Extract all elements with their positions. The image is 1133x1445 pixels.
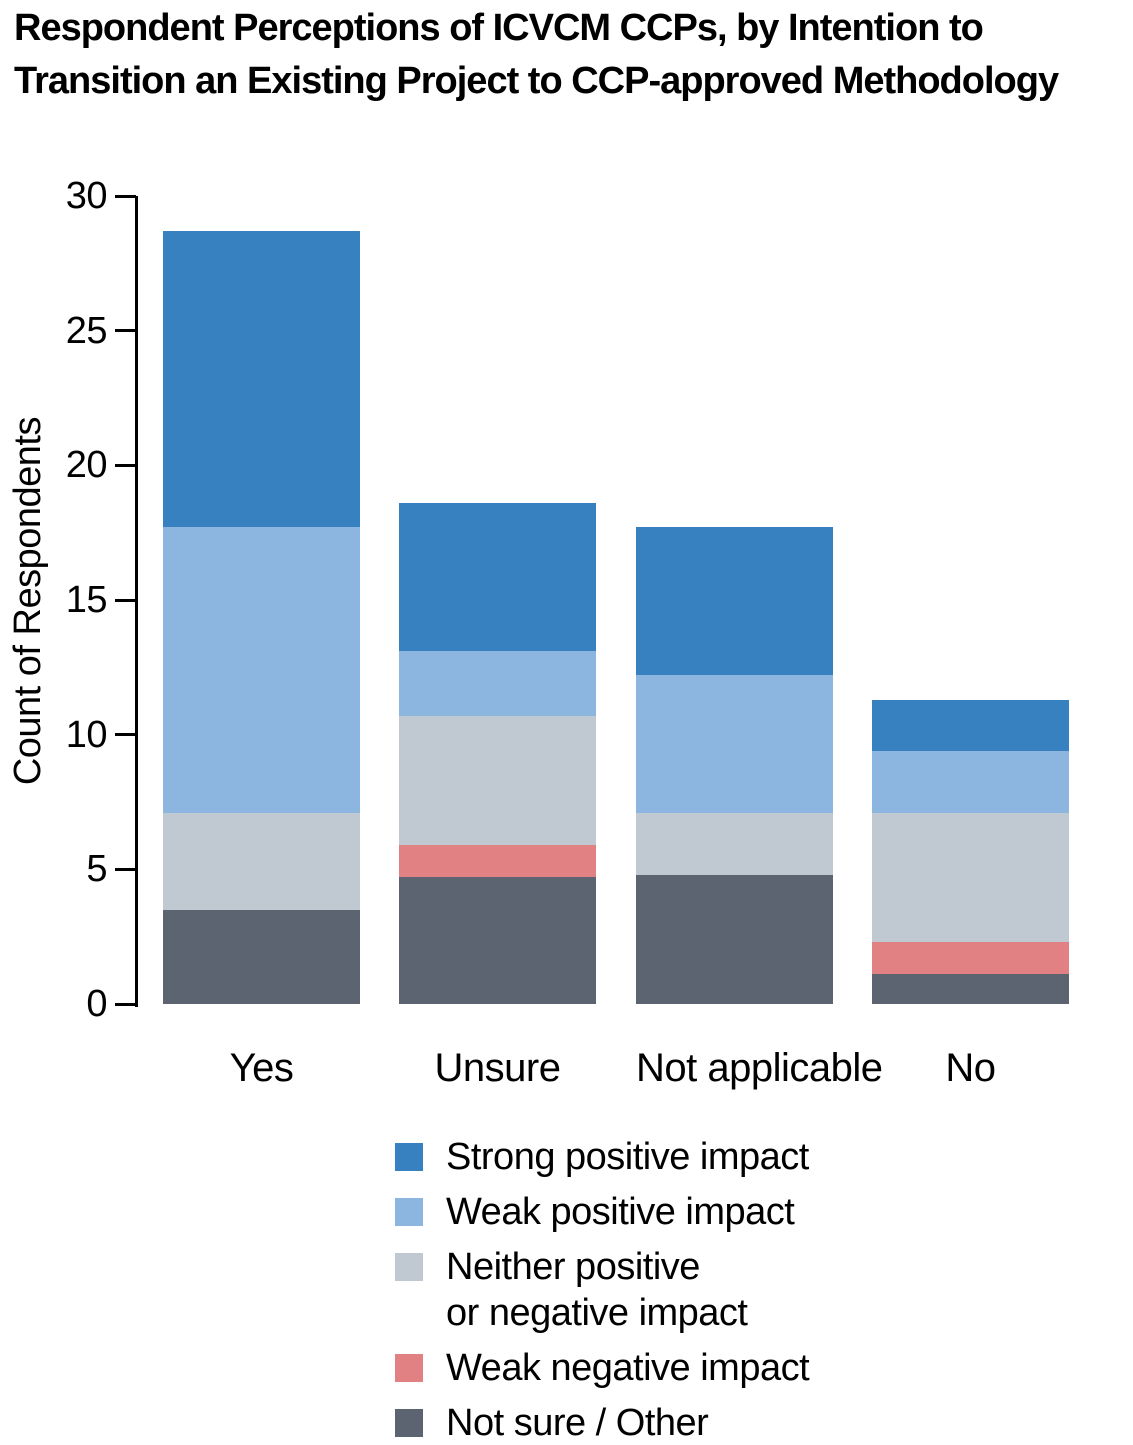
y-tick-mark-10 [115, 733, 136, 737]
bar-segment [872, 699, 1069, 751]
legend-swatch [395, 1409, 423, 1437]
y-tick-label-0: 0 [86, 983, 107, 1025]
y-tick-label-15: 15 [65, 579, 108, 622]
legend-label: Weak negative impact [446, 1347, 810, 1389]
legend-label: Not sure / Other [446, 1402, 709, 1444]
bar-segment [163, 231, 360, 528]
bar-segment [636, 527, 833, 676]
legend-swatch [395, 1253, 423, 1281]
legend-swatch [395, 1198, 423, 1226]
legend-swatch [395, 1354, 423, 1382]
bar-segment [399, 845, 596, 878]
bar-segment [399, 715, 596, 846]
y-tick-label-20: 20 [65, 444, 108, 487]
y-tick-label-10: 10 [65, 713, 108, 756]
y-tick-mark-5 [115, 867, 136, 871]
bar-segment [872, 942, 1069, 975]
legend: Strong positive impact Weak positive impa… [395, 1134, 995, 1445]
bar-no [872, 699, 1069, 1004]
y-tick-mark-20 [115, 463, 136, 467]
legend-label: Strong positive impact [446, 1136, 809, 1178]
bar-not-applicable [636, 527, 833, 1004]
legend-row: Strong positive impact [395, 1134, 995, 1180]
bar-segment [636, 874, 833, 1004]
bar-segment [399, 877, 596, 1004]
bar-yes [163, 231, 360, 1004]
bar-segment [399, 651, 596, 716]
y-tick-label-30: 30 [65, 175, 108, 218]
y-tick-label-5: 5 [86, 848, 107, 891]
legend-row: Weak positive impact [395, 1189, 995, 1235]
x-label-yes: Yes [229, 1046, 294, 1090]
x-label-unsure: Unsure [434, 1046, 561, 1090]
chart-title: Respondent Perceptions of ICVCM CCPs, by… [14, 7, 1059, 102]
x-label-not-applicable: Not applicable [636, 1046, 883, 1090]
legend-label: Neither positive or negative impact [446, 1246, 748, 1334]
bar-unsure [399, 503, 596, 1004]
bar-segment [163, 909, 360, 1004]
y-tick-mark-15 [115, 598, 136, 602]
bar-segment [636, 675, 833, 813]
y-axis-line [135, 196, 138, 1007]
y-tick-mark-25 [115, 329, 136, 333]
legend-row: Weak negative impact [395, 1345, 995, 1391]
legend-row: Neither positive or negative impact [395, 1244, 995, 1336]
y-tick-mark-30 [115, 194, 136, 198]
legend-label: Weak positive impact [446, 1191, 795, 1233]
bar-segment [872, 974, 1069, 1004]
bar-segment [163, 527, 360, 813]
bar-segment [399, 503, 596, 652]
bar-segment [872, 812, 1069, 943]
y-tick-mark-0 [115, 1002, 136, 1006]
legend-row: Not sure / Other [395, 1400, 995, 1445]
legend-swatch [395, 1143, 423, 1171]
bar-segment [872, 750, 1069, 813]
x-label-no: No [945, 1046, 996, 1090]
y-tick-label-25: 25 [65, 309, 108, 352]
bar-segment [636, 812, 833, 875]
bar-segment [163, 812, 360, 910]
